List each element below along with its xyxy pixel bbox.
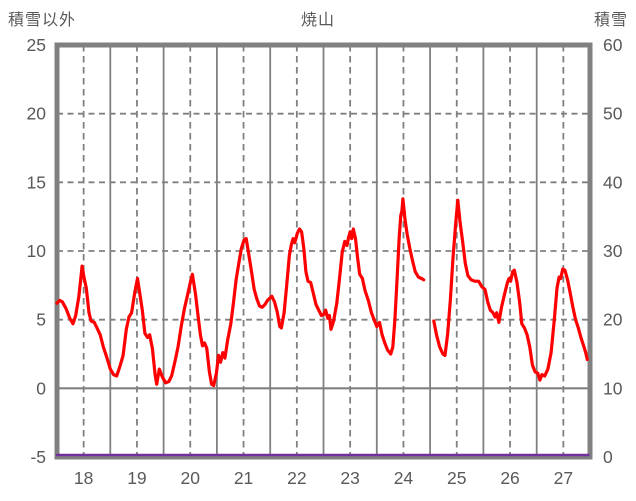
x-tick-label: 19 xyxy=(127,468,146,488)
y-right-tick-label: 50 xyxy=(603,104,623,124)
y-left-tick-label: 25 xyxy=(27,35,46,55)
x-tick-label: 20 xyxy=(181,468,201,488)
temperature-line xyxy=(432,198,589,382)
x-tick-label: 21 xyxy=(234,468,253,488)
x-tick-label: 18 xyxy=(74,468,93,488)
temperature-line xyxy=(55,197,426,388)
y-right-tick-label: 0 xyxy=(603,447,613,467)
y-right-tick-label: 10 xyxy=(603,378,623,398)
y-right-tick-label: 20 xyxy=(603,310,623,330)
y-right-tick-label: 60 xyxy=(603,35,623,55)
y-right-tick-label: 30 xyxy=(603,241,623,261)
y-left-tick-label: 5 xyxy=(36,310,46,330)
x-tick-label: 23 xyxy=(340,468,359,488)
x-tick-label: 24 xyxy=(394,468,414,488)
left-axis-title: 積雪以外 xyxy=(8,12,77,29)
plot-border xyxy=(54,42,593,460)
x-tick-label: 22 xyxy=(287,468,306,488)
x-tick-label: 26 xyxy=(500,468,519,488)
y-left-tick-label: 20 xyxy=(27,104,47,124)
y-left-tick-label: -5 xyxy=(30,447,46,467)
right-axis-title: 積雪 xyxy=(593,12,628,29)
y-left-tick-label: 15 xyxy=(27,172,46,192)
y-left-tick-label: 0 xyxy=(36,378,46,398)
chart-title: 焼山 xyxy=(300,12,335,29)
x-tick-label: 27 xyxy=(554,468,573,488)
x-tick-label: 25 xyxy=(447,468,466,488)
y-right-tick-label: 40 xyxy=(603,172,623,192)
y-left-tick-label: 10 xyxy=(27,241,47,261)
